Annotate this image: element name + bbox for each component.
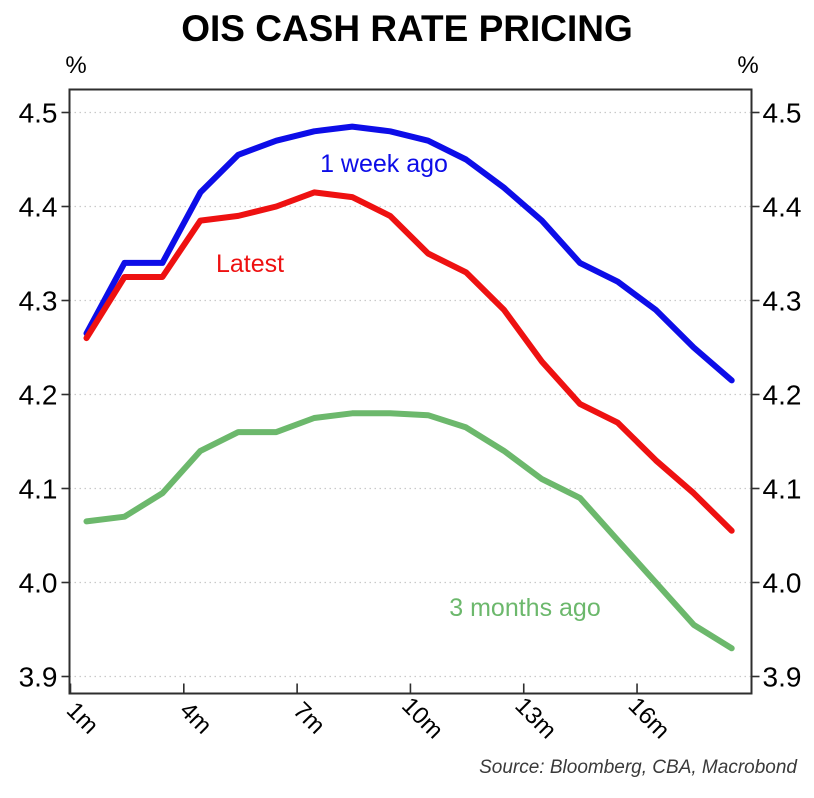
- y-axis-unit-right: %: [737, 52, 759, 79]
- y-axis-unit-left: %: [65, 52, 87, 79]
- y-tick-label-left: 4.5: [19, 98, 58, 129]
- y-tick-label-right: 4.4: [763, 192, 802, 223]
- chart-title: OIS CASH RATE PRICING: [181, 8, 633, 49]
- y-tick-label-left: 3.9: [19, 662, 58, 693]
- y-tick-label-right: 4.3: [763, 286, 802, 317]
- y-tick-label-right: 4.1: [763, 474, 802, 505]
- y-tick-label-right: 4.2: [763, 380, 802, 411]
- x-tick-label: 16m: [623, 692, 675, 744]
- x-tick-label: 10m: [396, 692, 448, 744]
- plot-border: [68, 88, 753, 695]
- y-tick-label-right: 3.9: [763, 662, 802, 693]
- x-tick-label: 7m: [288, 697, 331, 740]
- y-tick-label-right: 4.5: [763, 98, 802, 129]
- y-tick-label-left: 4.3: [19, 286, 58, 317]
- series-label-3-months-ago: 3 months ago: [449, 594, 601, 622]
- y-tick-label-left: 4.4: [19, 192, 58, 223]
- y-tick-label-left: 4.2: [19, 380, 58, 411]
- series-line-3-months-ago: [83, 410, 735, 652]
- y-tick-label-right: 4.0: [763, 568, 802, 599]
- x-tick-label: 1m: [61, 697, 104, 740]
- source-attribution: Source: Bloomberg, CBA, Macrobond: [479, 757, 797, 778]
- series-label-1-week-ago: 1 week ago: [320, 150, 448, 178]
- series-line-latest: [83, 189, 735, 534]
- x-tick-label: 4m: [174, 697, 217, 740]
- series-line-1-week-ago: [83, 123, 735, 384]
- y-tick-label-left: 4.1: [19, 474, 58, 505]
- series-label-latest: Latest: [216, 250, 284, 278]
- x-tick-label: 13m: [510, 692, 562, 744]
- y-tick-label-left: 4.0: [19, 568, 58, 599]
